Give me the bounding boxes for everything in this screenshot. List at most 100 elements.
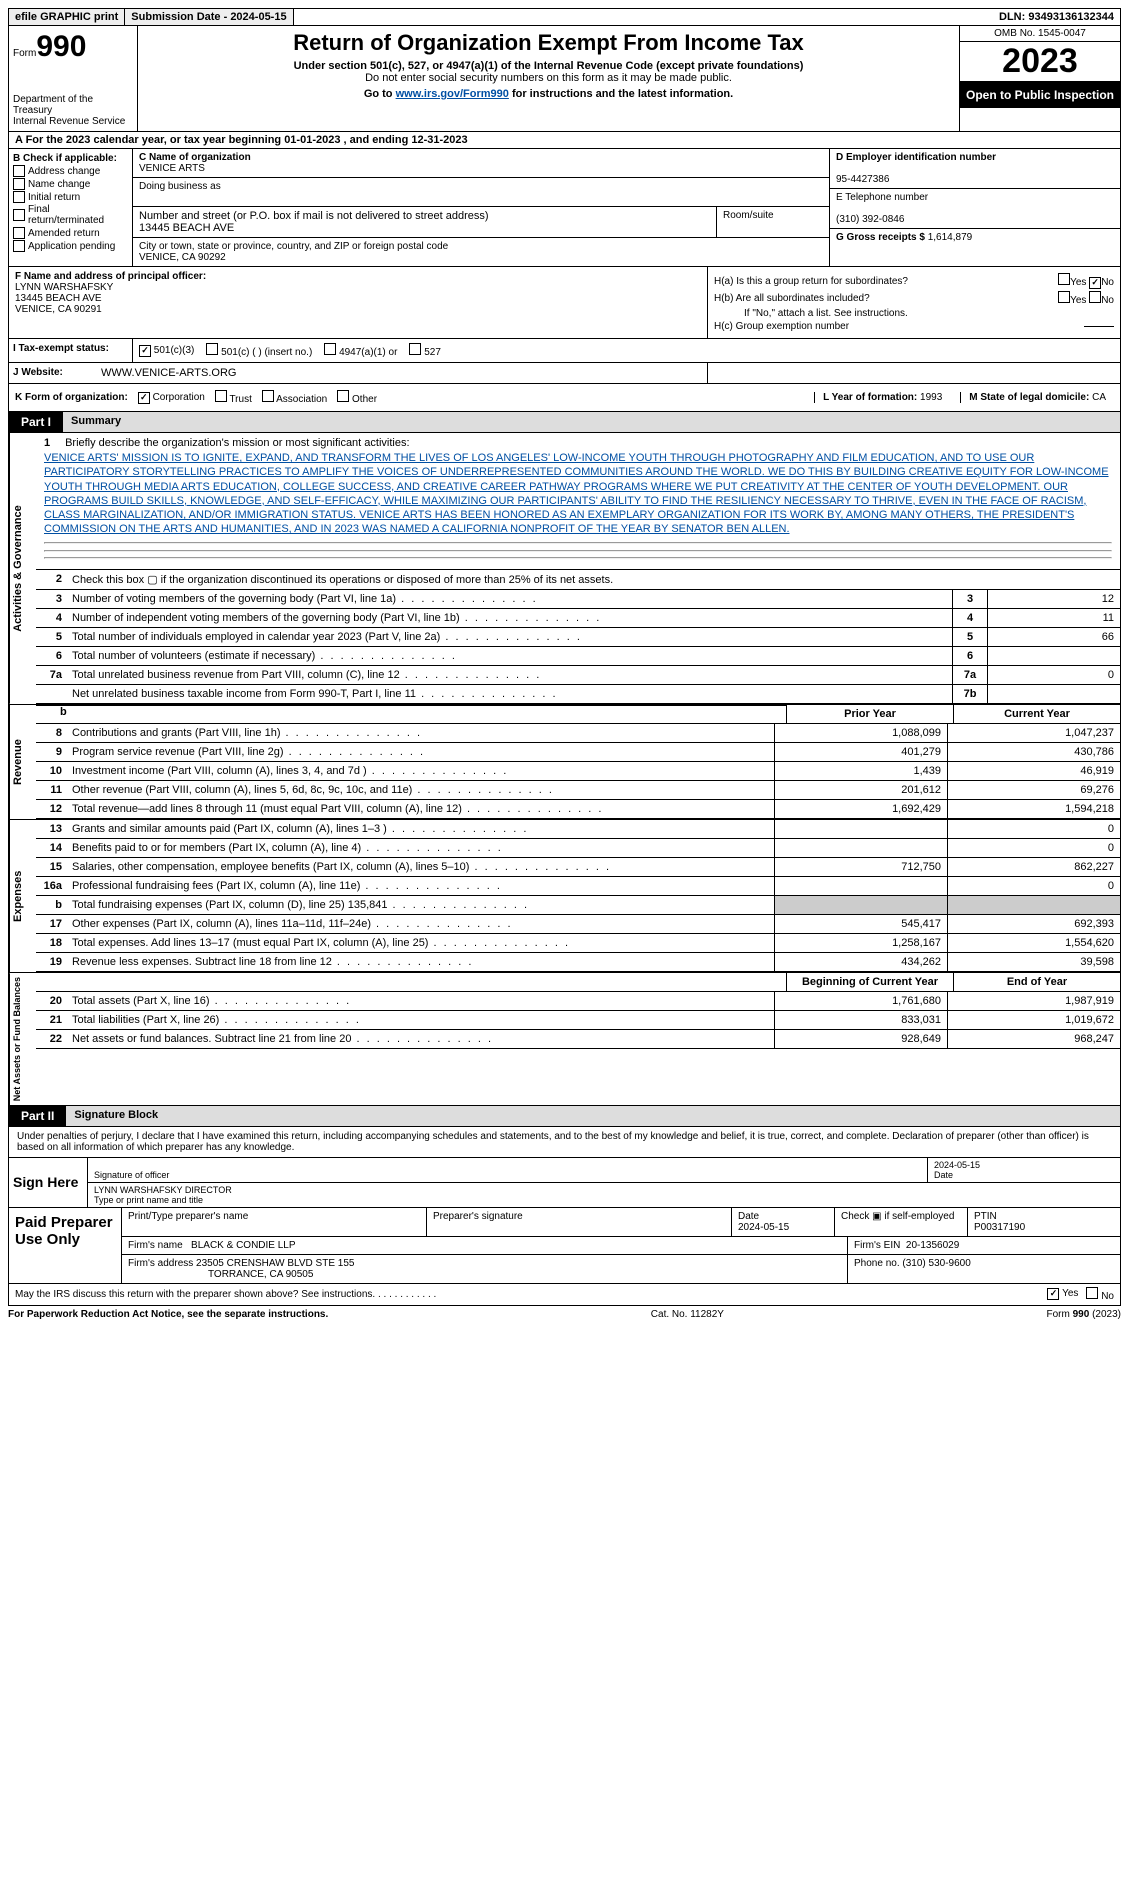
efile-print-button[interactable]: efile GRAPHIC print bbox=[9, 9, 125, 25]
discuss-row: May the IRS discuss this return with the… bbox=[8, 1284, 1121, 1306]
chk-other[interactable] bbox=[337, 390, 349, 402]
addr-label: Number and street (or P.O. box if mail i… bbox=[139, 210, 489, 222]
table-row: 7aTotal unrelated business revenue from … bbox=[36, 666, 1120, 685]
perjury-declaration: Under penalties of perjury, I declare th… bbox=[9, 1127, 1120, 1157]
chk-amended[interactable] bbox=[13, 227, 25, 239]
current-year-hdr: Current Year bbox=[953, 705, 1120, 723]
chk-name-change[interactable] bbox=[13, 178, 25, 190]
firm-name-label: Firm's name bbox=[128, 1240, 183, 1251]
vlabel-governance: Activities & Governance bbox=[9, 433, 36, 704]
discuss-yes[interactable] bbox=[1047, 1288, 1059, 1300]
form-footer: Form 990 (2023) bbox=[1047, 1309, 1121, 1320]
irs-link[interactable]: www.irs.gov/Form990 bbox=[396, 88, 509, 100]
org-form-row: K Form of organization: Corporation Trus… bbox=[8, 384, 1121, 412]
table-row: 17Other expenses (Part IX, column (A), l… bbox=[36, 915, 1120, 934]
chk-501c[interactable] bbox=[206, 343, 218, 355]
ha-label: H(a) Is this a group return for subordin… bbox=[714, 276, 908, 287]
gross-receipts-value: 1,614,879 bbox=[928, 232, 973, 243]
sign-here-label: Sign Here bbox=[9, 1158, 88, 1207]
chk-initial-return[interactable] bbox=[13, 191, 25, 203]
table-row: Net unrelated business taxable income fr… bbox=[36, 685, 1120, 704]
phone-value: (310) 392-0846 bbox=[836, 214, 904, 225]
open-to-public: Open to Public Inspection bbox=[960, 82, 1120, 108]
hb-label: H(b) Are all subordinates included? bbox=[714, 293, 870, 304]
chk-trust[interactable] bbox=[215, 390, 227, 402]
chk-4947[interactable] bbox=[324, 343, 336, 355]
city-state-zip: VENICE, CA 90292 bbox=[139, 252, 226, 263]
submission-date: Submission Date - 2024-05-15 bbox=[125, 9, 293, 25]
chk-527[interactable] bbox=[409, 343, 421, 355]
entity-block: B Check if applicable: Address change Na… bbox=[8, 149, 1121, 267]
top-bar: efile GRAPHIC print Submission Date - 20… bbox=[8, 8, 1121, 26]
page-footer: For Paperwork Reduction Act Notice, see … bbox=[8, 1306, 1121, 1323]
part2-header: Part II Signature Block bbox=[8, 1106, 1121, 1127]
pra-notice: For Paperwork Reduction Act Notice, see … bbox=[8, 1309, 328, 1320]
gross-receipts-label: G Gross receipts $ bbox=[836, 232, 925, 243]
mission-label: Briefly describe the organization's miss… bbox=[65, 437, 409, 449]
form-of-org-label: K Form of organization: bbox=[15, 392, 128, 403]
firm-name: BLACK & CONDIE LLP bbox=[191, 1240, 295, 1251]
paid-preparer-label: Paid Preparer Use Only bbox=[9, 1208, 122, 1283]
table-row: 6Total number of volunteers (estimate if… bbox=[36, 647, 1120, 666]
prior-year-hdr: Prior Year bbox=[786, 705, 953, 723]
table-row: 16aProfessional fundraising fees (Part I… bbox=[36, 877, 1120, 896]
discuss-no[interactable] bbox=[1086, 1287, 1098, 1299]
year-formation: 1993 bbox=[920, 392, 942, 403]
part1-title: Summary bbox=[63, 412, 1120, 432]
self-employed-check[interactable]: Check ▣ if self-employed bbox=[841, 1211, 954, 1222]
chk-assoc[interactable] bbox=[262, 390, 274, 402]
chk-corp[interactable] bbox=[138, 392, 150, 404]
net-assets-section: Net Assets or Fund Balances Beginning of… bbox=[8, 973, 1121, 1106]
city-label: City or town, state or province, country… bbox=[139, 241, 448, 252]
table-row: 18Total expenses. Add lines 13–17 (must … bbox=[36, 934, 1120, 953]
firm-city: TORRANCE, CA 90505 bbox=[128, 1269, 313, 1280]
table-row: 21Total liabilities (Part X, line 26)833… bbox=[36, 1011, 1120, 1030]
form-number: Form990 bbox=[13, 30, 133, 64]
officer-name: LYNN WARSHAFSKY bbox=[15, 282, 113, 293]
tax-year-range: A For the 2023 calendar year, or tax yea… bbox=[8, 132, 1121, 149]
goto-line: Go to www.irs.gov/Form990 for instructio… bbox=[142, 88, 955, 100]
hb-yes[interactable] bbox=[1058, 291, 1070, 303]
ptin-value: P00317190 bbox=[974, 1222, 1025, 1233]
part1-number: Part I bbox=[9, 412, 63, 432]
domicile: CA bbox=[1092, 392, 1106, 403]
firm-phone: (310) 530-9600 bbox=[902, 1258, 970, 1269]
dba-label: Doing business as bbox=[139, 181, 221, 192]
hb-no[interactable] bbox=[1089, 291, 1101, 303]
year-formation-label: L Year of formation: bbox=[823, 392, 917, 403]
prep-sig-label: Preparer's signature bbox=[433, 1211, 523, 1222]
table-row: 5Total number of individuals employed in… bbox=[36, 628, 1120, 647]
prep-name-label: Print/Type preparer's name bbox=[128, 1211, 248, 1222]
ha-no[interactable] bbox=[1089, 277, 1101, 289]
dln: DLN: 93493136132344 bbox=[993, 9, 1120, 25]
chk-final-return[interactable] bbox=[13, 209, 25, 221]
tax-year: 2023 bbox=[960, 42, 1120, 82]
room-suite-label: Room/suite bbox=[716, 207, 829, 238]
chk-app-pending[interactable] bbox=[13, 240, 25, 252]
activities-governance-section: Activities & Governance 1 Briefly descri… bbox=[8, 433, 1121, 705]
discuss-question: May the IRS discuss this return with the… bbox=[15, 1289, 375, 1300]
hc-value bbox=[1084, 326, 1114, 327]
phone-label: E Telephone number bbox=[836, 192, 928, 203]
tax-exempt-label: I Tax-exempt status: bbox=[9, 339, 133, 362]
domicile-label: M State of legal domicile: bbox=[969, 392, 1089, 403]
firm-phone-label: Phone no. bbox=[854, 1258, 900, 1269]
firm-addr: 23505 CRENSHAW BLVD STE 155 bbox=[196, 1258, 354, 1269]
table-row: 13Grants and similar amounts paid (Part … bbox=[36, 820, 1120, 839]
omb-number: OMB No. 1545-0047 bbox=[960, 26, 1120, 42]
expenses-section: Expenses 13Grants and similar amounts pa… bbox=[8, 820, 1121, 973]
firm-ein-label: Firm's EIN bbox=[854, 1240, 900, 1251]
table-row: 11Other revenue (Part VIII, column (A), … bbox=[36, 781, 1120, 800]
website-value: WWW.VENICE-ARTS.ORG bbox=[97, 363, 707, 383]
ssn-warning: Do not enter social security numbers on … bbox=[142, 72, 955, 84]
ha-yes[interactable] bbox=[1058, 273, 1070, 285]
table-row: 22Net assets or fund balances. Subtract … bbox=[36, 1030, 1120, 1049]
chk-address-change[interactable] bbox=[13, 165, 25, 177]
table-row: 4Number of independent voting members of… bbox=[36, 609, 1120, 628]
tax-exempt-row: I Tax-exempt status: 501(c)(3) 501(c) ( … bbox=[8, 338, 1121, 363]
chk-501c3[interactable] bbox=[139, 345, 151, 357]
officer-group-block: F Name and address of principal officer:… bbox=[8, 267, 1121, 338]
table-row: 10Investment income (Part VIII, column (… bbox=[36, 762, 1120, 781]
hc-label: H(c) Group exemption number bbox=[714, 321, 849, 332]
prep-date: 2024-05-15 bbox=[738, 1222, 789, 1233]
